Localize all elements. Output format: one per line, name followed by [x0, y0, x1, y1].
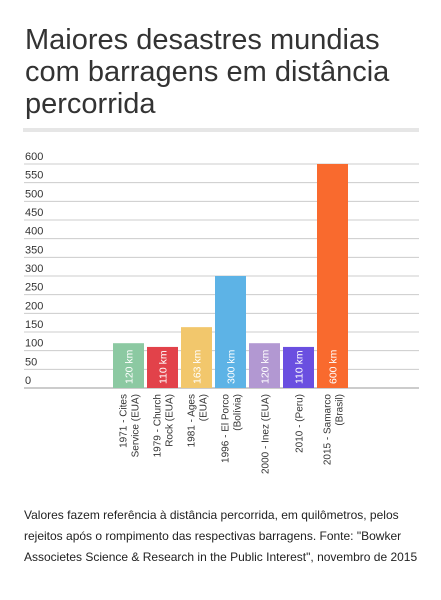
category-label: 1996 - El Porco [221, 394, 232, 463]
category-label: 2015 - Samarco [323, 394, 334, 466]
y-tick-label: 50 [25, 356, 37, 368]
y-tick-label: 100 [25, 338, 43, 350]
bar [215, 276, 246, 388]
category-label: Rock (EUA) [165, 394, 176, 447]
y-tick-label: 300 [25, 263, 43, 275]
source-note: Valores fazem referência à distância per… [24, 508, 418, 564]
category-label: (EUA) [199, 394, 210, 421]
bar-data-label: 600 km [328, 349, 340, 384]
bar [283, 346, 314, 388]
category-labels: 1971 - Cites Service (EUA) 1979 - Church Ro… [119, 394, 346, 474]
y-tick-label: 550 [25, 170, 43, 182]
bar-data-label: 300 km [226, 349, 238, 384]
category-label: (Brasil) [335, 394, 346, 426]
category-label: Service (EUA) [131, 394, 142, 457]
bar [249, 343, 280, 388]
category-label: 1981 - Ages [187, 394, 198, 447]
bar-data-label: 120 km [260, 349, 272, 384]
y-axis-ticks: 0 50 100 150 200 250 300 350 400 450 500 550 600 [25, 151, 43, 387]
category-label: 1971 - Cites [119, 394, 130, 448]
data-labels: 120 km 110 km 163 km 300 km 120 km 110 km 600 … [124, 349, 340, 384]
bar [181, 327, 212, 388]
bar-data-label: 163 km [192, 349, 204, 384]
category-label: 2010 - (Peru) [295, 394, 306, 453]
bar-data-label: 120 km [124, 349, 136, 384]
category-label: (Bolívia) [233, 394, 244, 431]
bars [113, 164, 348, 388]
category-label: 2000 - Inez (EUA) [261, 394, 272, 474]
y-tick-label: 150 [25, 319, 43, 331]
title-divider [23, 128, 419, 132]
bar [317, 164, 348, 388]
y-tick-label: 350 [25, 244, 43, 256]
y-tick-label: 200 [25, 300, 43, 312]
y-tick-label: 500 [25, 188, 43, 200]
bar-chart: 0 50 100 150 200 250 300 350 400 450 500 550 600 120… [24, 151, 419, 474]
y-tick-label: 600 [25, 151, 43, 163]
chart-title: Maiores desastres mundias com barragens … [25, 24, 390, 120]
bar-data-label: 110 km [294, 350, 306, 384]
category-label: 1979 - Church [153, 394, 164, 457]
y-tick-label: 250 [25, 282, 43, 294]
y-tick-label: 0 [25, 375, 31, 387]
bar-data-label: 110 km [158, 350, 170, 384]
y-tick-label: 450 [25, 207, 43, 219]
bar [147, 346, 178, 388]
y-tick-label: 400 [25, 226, 43, 238]
bar [113, 343, 144, 388]
